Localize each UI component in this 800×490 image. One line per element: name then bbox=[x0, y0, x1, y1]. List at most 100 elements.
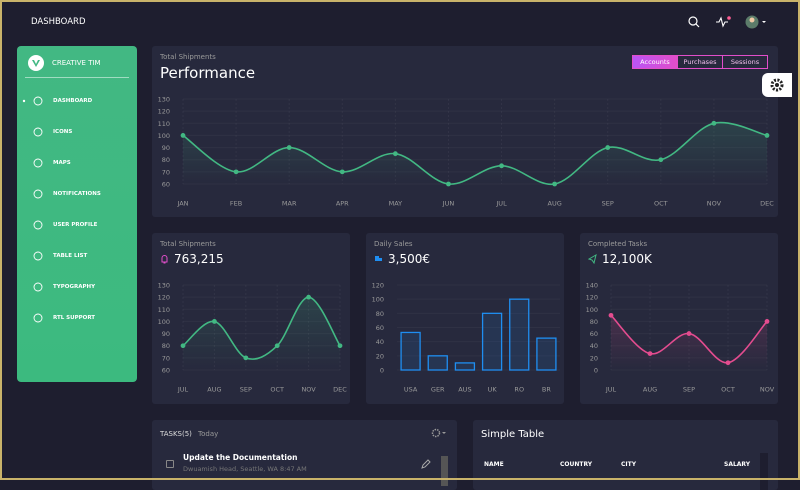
nav-item[interactable]: TABLE LIST bbox=[17, 249, 137, 263]
brand-name[interactable]: CREATIVE TIM bbox=[52, 59, 101, 67]
y-tick-label: 40 bbox=[590, 342, 598, 350]
x-tick-label: AUG bbox=[548, 200, 562, 208]
bar bbox=[427, 355, 448, 371]
settings-button[interactable] bbox=[762, 73, 792, 97]
point bbox=[499, 163, 504, 169]
chart-title: 12,100K bbox=[588, 252, 652, 266]
bar bbox=[481, 312, 503, 371]
x-tick-label: USA bbox=[404, 386, 418, 394]
nav-icon bbox=[22, 96, 43, 106]
x-tick-label: UK bbox=[488, 386, 498, 394]
x-tick-label: GER bbox=[431, 386, 445, 394]
x-tick-label: OCT bbox=[721, 386, 735, 394]
x-tick-label: RO bbox=[514, 386, 524, 394]
nav-item[interactable]: DASHBOARD bbox=[17, 94, 137, 108]
x-tick-label: NOV bbox=[760, 386, 775, 394]
y-tick-label: 80 bbox=[162, 156, 170, 164]
y-tick-label: 140 bbox=[586, 282, 598, 290]
point bbox=[647, 351, 653, 357]
bar bbox=[509, 298, 530, 371]
tab[interactable]: Accounts bbox=[632, 55, 678, 69]
x-tick-label: SEP bbox=[602, 200, 614, 208]
sidebar: CREATIVE TIM DASHBOARD ICONS MAPS NOTIFICAT… bbox=[17, 46, 137, 382]
y-tick-label: 70 bbox=[162, 168, 170, 176]
nav-item[interactable]: RTL SUPPORT bbox=[17, 311, 137, 325]
chart-title: 763,215 bbox=[160, 252, 224, 266]
point bbox=[180, 133, 186, 138]
chart: 0 20 40 60 80 100 120 USA GER AUS UK RO BR bbox=[372, 282, 560, 394]
chart: 60 70 80 90 100 110 120 130 JAN FEB MAR APR MAY JUN JU… bbox=[158, 96, 775, 208]
nav-item[interactable]: USER PROFILE bbox=[17, 218, 137, 232]
y-tick-label: 100 bbox=[158, 132, 170, 140]
navbar-icons bbox=[688, 15, 766, 29]
nav-item[interactable]: NOTIFICATIONS bbox=[17, 187, 137, 201]
table-title: Simple Table bbox=[481, 429, 545, 440]
x-tick-label: SEP bbox=[683, 386, 695, 394]
y-tick-label: 120 bbox=[158, 294, 170, 302]
x-tick-label: JUL bbox=[495, 200, 507, 208]
nav-icon bbox=[33, 189, 43, 199]
nav-item[interactable]: ICONS bbox=[17, 125, 137, 139]
y-tick-label: 70 bbox=[162, 354, 170, 362]
x-tick-label: APR bbox=[336, 200, 349, 208]
chart-subtitle: Total Shipments bbox=[160, 240, 216, 248]
point bbox=[286, 145, 292, 150]
task-title: Update the Documentation bbox=[183, 453, 298, 462]
edit-icon[interactable] bbox=[420, 458, 432, 470]
chart-subtitle: Total Shipments bbox=[160, 53, 216, 61]
nav-label: NOTIFICATIONS bbox=[53, 191, 101, 197]
column-header: CITY bbox=[621, 461, 637, 468]
delivery-icon bbox=[375, 256, 382, 261]
y-tick-label: 20 bbox=[376, 352, 384, 360]
bar bbox=[536, 337, 557, 371]
y-tick-label: 120 bbox=[158, 108, 170, 116]
x-tick-label: JUL bbox=[177, 386, 189, 394]
point bbox=[274, 343, 280, 349]
x-tick-label: DEC bbox=[760, 200, 774, 208]
column-header: NAME bbox=[484, 461, 504, 468]
chart-title: Performance bbox=[160, 64, 255, 82]
tasks-settings[interactable] bbox=[430, 427, 450, 439]
nav-item[interactable]: TYPOGRAPHY bbox=[17, 280, 137, 294]
scrollbar[interactable] bbox=[760, 453, 768, 490]
nav-label: MAPS bbox=[53, 160, 71, 166]
nav-label: ICONS bbox=[53, 129, 73, 135]
search-icon[interactable] bbox=[688, 16, 698, 26]
area-fill bbox=[611, 315, 767, 370]
x-tick-label: FEB bbox=[230, 200, 242, 208]
navbar-title[interactable]: DASHBOARD bbox=[31, 17, 86, 27]
chart-title-text: 12,100K bbox=[602, 252, 652, 266]
activity-icon[interactable] bbox=[716, 16, 728, 28]
nav-icon bbox=[33, 251, 43, 261]
x-tick-label: MAY bbox=[389, 200, 403, 208]
y-tick-label: 100 bbox=[586, 306, 598, 314]
y-tick-label: 0 bbox=[380, 367, 384, 375]
nav-item[interactable]: MAPS bbox=[17, 156, 137, 170]
tab-group: Accounts Purchases Sessions bbox=[632, 55, 768, 69]
chart-card: Total Shipments 763,215 60 70 80 90 100 110 12… bbox=[152, 233, 350, 404]
x-tick-label: OCT bbox=[654, 200, 668, 208]
nav-label: DASHBOARD bbox=[53, 98, 93, 104]
point bbox=[392, 151, 398, 157]
scrollbar[interactable] bbox=[441, 456, 448, 486]
tab[interactable]: Sessions bbox=[722, 55, 768, 69]
divider bbox=[25, 77, 129, 78]
x-tick-label: NOV bbox=[301, 386, 316, 394]
tasks-filter[interactable]: Today bbox=[198, 430, 219, 438]
y-tick-label: 130 bbox=[158, 96, 170, 104]
y-tick-label: 120 bbox=[372, 282, 384, 290]
x-tick-label: DEC bbox=[333, 386, 347, 394]
tasks-title: TASKS(5) bbox=[160, 430, 192, 438]
y-tick-label: 110 bbox=[158, 120, 170, 128]
task-checkbox[interactable] bbox=[166, 460, 174, 468]
send-icon bbox=[588, 254, 597, 264]
x-tick-label: AUS bbox=[458, 386, 471, 394]
column-header: COUNTRY bbox=[560, 461, 593, 468]
y-tick-label: 0 bbox=[594, 367, 598, 375]
y-tick-label: 60 bbox=[162, 181, 170, 189]
nav-icon bbox=[33, 127, 43, 137]
nav-icon bbox=[33, 158, 43, 168]
x-tick-label: NOV bbox=[707, 200, 722, 208]
brand-logo bbox=[28, 55, 44, 71]
notification-dot bbox=[727, 16, 731, 20]
